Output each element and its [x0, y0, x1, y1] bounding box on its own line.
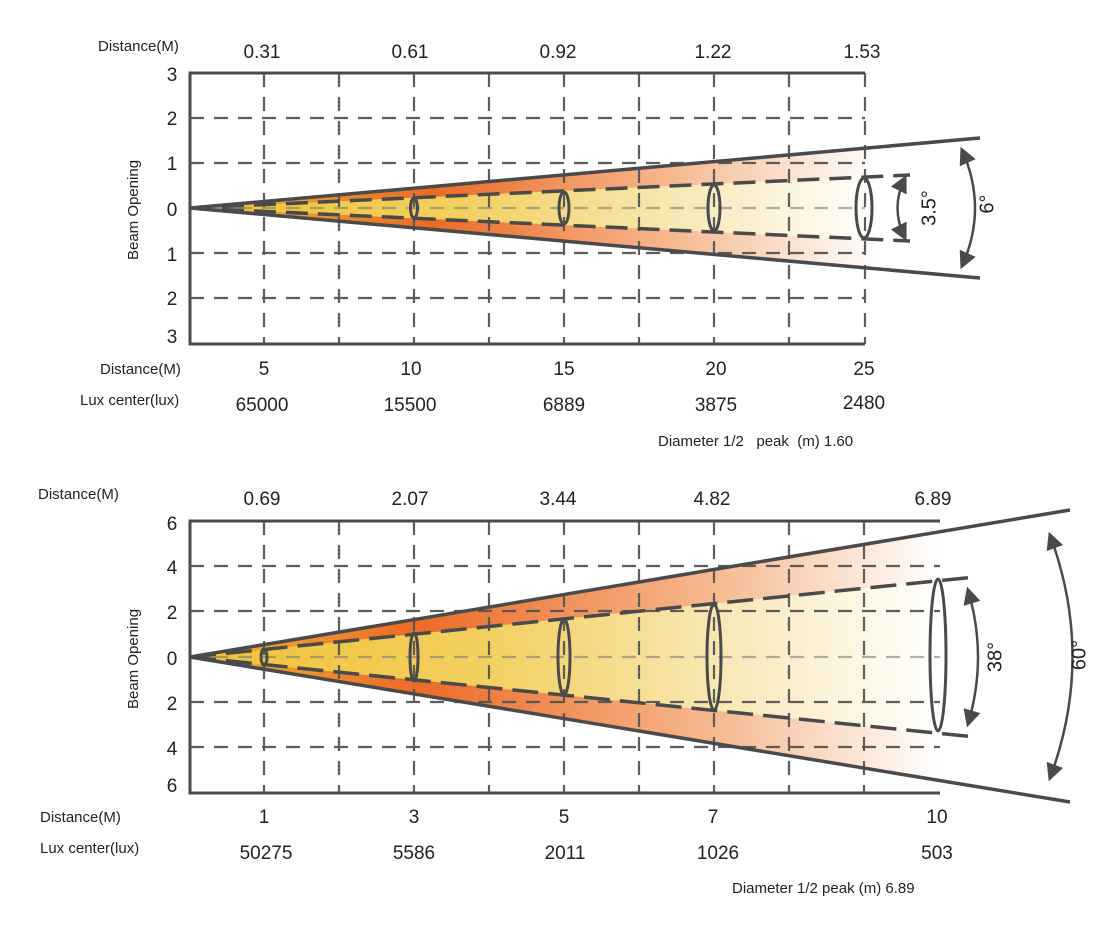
top-distance-value: 0.69 [244, 489, 281, 510]
top-distance-value: 0.92 [540, 42, 577, 63]
lux-center-value: 3875 [695, 395, 737, 416]
lux-center-value: 1026 [697, 843, 739, 864]
diagram-narrow-beam: 3.5° 6° Distance(M) 0.31 0.61 0.92 1.22 … [80, 38, 998, 450]
top-distance-label: Distance(M) [38, 486, 119, 503]
outer-beam-edge-bottom [189, 206, 981, 280]
outer-beam-edge-bottom [189, 655, 1071, 804]
y-tick: 3 [167, 327, 178, 348]
y-axis-ticks: 3 2 1 0 1 2 3 [167, 65, 178, 348]
bottom-distance-value: 5 [259, 359, 270, 380]
grid [190, 73, 867, 344]
top-distance-value: 6.89 [915, 489, 952, 510]
y-tick: 2 [167, 289, 178, 310]
y-tick: 0 [167, 200, 178, 221]
bottom-distance-value: 15 [553, 359, 574, 380]
y-tick: 2 [167, 694, 178, 715]
lux-center-value: 6889 [543, 395, 585, 416]
y-tick: 6 [167, 776, 178, 797]
bottom-distance-value: 10 [926, 807, 947, 828]
beam-cross-sections [409, 176, 874, 240]
outer-angle-label: 6° [976, 194, 998, 213]
y-axis-label: Beam Opening [125, 609, 142, 709]
lux-center-label: Lux center(lux) [40, 840, 139, 857]
inner-beam-edge-top [189, 575, 976, 659]
lux-center-label: Lux center(lux) [80, 392, 179, 409]
diagram-wide-beam: 38° 60° Distance(M) 0.69 2.07 3.44 4.82 … [38, 486, 1090, 897]
diameter-note: Diameter 1/2 peak (m) 6.89 [732, 880, 915, 897]
y-tick: 2 [167, 109, 178, 130]
lux-center-value: 5586 [393, 843, 435, 864]
y-tick: 4 [167, 558, 178, 579]
y-tick: 1 [167, 245, 178, 266]
lux-center-value: 50275 [240, 843, 293, 864]
bottom-distance-label: Distance(M) [100, 361, 181, 378]
top-distance-value: 0.61 [392, 42, 429, 63]
bottom-distance-value: 1 [259, 807, 270, 828]
grid [190, 521, 940, 793]
y-tick: 2 [167, 603, 178, 624]
lux-center-value: 65000 [236, 395, 289, 416]
bottom-distance-value: 7 [708, 807, 719, 828]
outer-angle-arc [959, 146, 977, 270]
lux-center-value: 15500 [384, 395, 437, 416]
top-distance-value: 3.44 [540, 489, 577, 510]
top-distance-value: 1.22 [695, 42, 732, 63]
inner-angle-label: 38° [984, 642, 1006, 672]
bottom-distance-value: 5 [559, 807, 570, 828]
y-axis-label: Beam Opening [125, 160, 142, 260]
inner-angle-arc [890, 174, 907, 242]
top-distance-value: 2.07 [392, 489, 429, 510]
top-distance-value: 4.82 [694, 489, 731, 510]
inner-angle-arc [963, 586, 981, 728]
y-tick: 4 [167, 739, 178, 760]
top-distance-value: 1.53 [844, 42, 881, 63]
y-axis-ticks: 6 4 2 0 2 4 6 [167, 514, 178, 797]
bottom-distance-value: 3 [409, 807, 420, 828]
inner-angle-label: 3.5° [918, 190, 940, 226]
outer-angle-arc [1046, 531, 1074, 782]
y-tick: 3 [167, 65, 178, 86]
outer-beam-edge-top [189, 508, 1071, 659]
lux-center-value: 2011 [545, 843, 586, 864]
outer-beam-edge-top [189, 136, 981, 210]
diameter-note: Diameter 1/2 peak (m) 1.60 [658, 433, 853, 450]
beam-cross-sections [259, 577, 948, 733]
bottom-distance-label: Distance(M) [40, 809, 121, 826]
lux-center-value: 2480 [843, 393, 885, 414]
y-tick: 6 [167, 514, 178, 535]
bottom-distance-value: 20 [705, 359, 726, 380]
outer-angle-label: 60° [1068, 640, 1090, 670]
inner-beam-edge-top [189, 173, 911, 210]
inner-beam-edge-bottom [189, 655, 976, 739]
top-distance-label: Distance(M) [98, 38, 179, 55]
lux-center-value: 503 [921, 843, 953, 864]
y-tick: 0 [167, 649, 178, 670]
inner-beam-edge-bottom [189, 206, 911, 243]
y-tick: 1 [167, 154, 178, 175]
bottom-distance-value: 25 [853, 359, 874, 380]
bottom-distance-value: 10 [400, 359, 421, 380]
top-distance-value: 0.31 [244, 42, 281, 63]
